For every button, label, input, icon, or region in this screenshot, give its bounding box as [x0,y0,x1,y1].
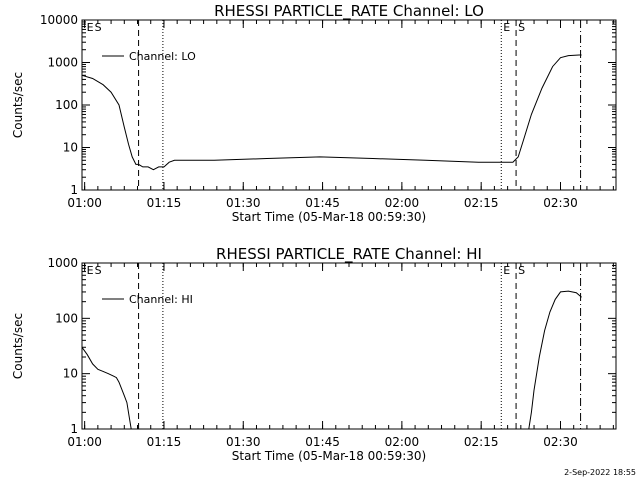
x-tick-label: 02:00 [385,435,420,449]
x-tick-label: 02:00 [385,196,420,210]
y-tick-label: 1 [70,183,78,197]
plot-frame [81,19,617,191]
chart-2: RHESSI PARTICLE_RATE Channel: HI 1 10 100 10… [11,245,617,463]
y-tick-label: 10 [63,367,78,381]
event-marker-e: E [503,21,510,34]
x-tick-label: 02:15 [464,435,499,449]
x-axis-label: Start Time (05-Mar-18 00:59:30) [232,449,426,463]
y-tick-label: 1 [70,422,78,436]
series-line [81,290,582,430]
y-tick-label: 100 [55,311,78,325]
x-tick-label: 01:45 [305,196,340,210]
event-marker-s: S [518,21,525,34]
y-tick-label: 10000 [40,13,78,27]
chart-1: RHESSI PARTICLE_RATE Channel: LO 1 10 100 10… [11,2,617,224]
series-line [81,54,582,171]
y-axis-label: Counts/sec [11,72,25,138]
y-tick-label: 1000 [47,56,78,70]
event-marker-s: S [95,21,102,34]
x-tick-label: 02:15 [464,196,499,210]
x-tick-label: 01:00 [67,196,102,210]
x-tick-label: 01:30 [226,435,261,449]
event-marker-e: E [503,264,510,277]
y-axis-label: Counts/sec [11,313,25,379]
x-tick-label: 02:30 [543,435,578,449]
x-tick-label: 01:45 [305,435,340,449]
chart-title: RHESSI PARTICLE_RATE Channel: LO [214,2,484,21]
y-tick-label: 1000 [47,256,78,270]
plot-frame [81,262,617,430]
x-tick-label: 01:15 [147,196,182,210]
event-marker-e: E [87,21,94,34]
x-axis-label: Start Time (05-Mar-18 00:59:30) [232,210,426,224]
event-marker-s: S [518,264,525,277]
event-marker-e: E [87,264,94,277]
chart-title: RHESSI PARTICLE_RATE Channel: HI [216,245,482,264]
legend-label: Channel: LO [129,50,196,63]
event-marker-s: S [95,264,102,277]
y-tick-label: 10 [63,141,78,155]
x-tick-label: 01:00 [67,435,102,449]
x-tick-label: 01:15 [147,435,182,449]
y-tick-label: 100 [55,98,78,112]
plot-timestamp: 2-Sep-2022 18:55 [564,468,636,477]
x-tick-label: 01:30 [226,196,261,210]
x-tick-label: 02:30 [543,196,578,210]
legend-label: Channel: HI [129,293,193,306]
